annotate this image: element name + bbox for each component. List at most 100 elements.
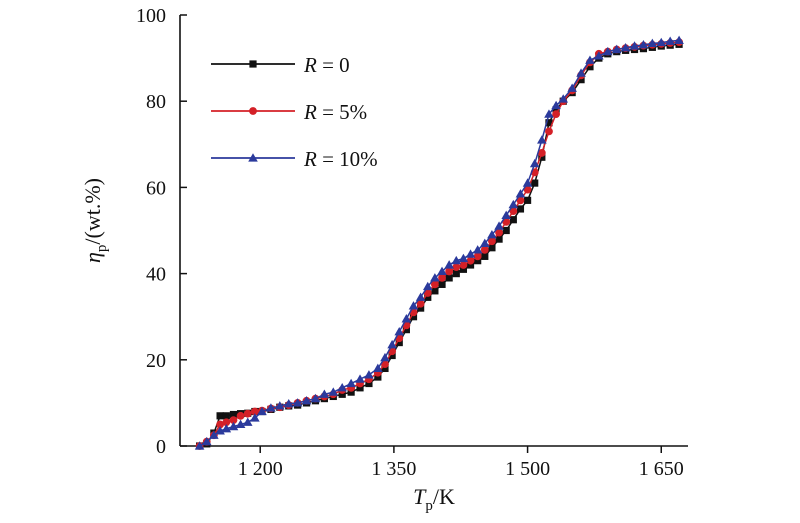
data-point — [494, 221, 504, 230]
data-point — [402, 326, 410, 334]
legend-label: R = 10% — [303, 147, 378, 171]
data-point — [438, 280, 446, 288]
data-point — [229, 410, 238, 419]
data-point — [430, 273, 440, 282]
data-point — [416, 299, 425, 308]
x-axis-title-var: T — [413, 484, 427, 509]
x-tick-label: 1 500 — [505, 458, 550, 480]
data-point — [381, 364, 389, 373]
data-point — [502, 217, 511, 226]
data-point — [266, 403, 276, 412]
axes — [179, 15, 688, 447]
data-point — [444, 260, 454, 269]
data-point — [552, 110, 560, 119]
data-point — [459, 265, 468, 273]
data-point — [466, 256, 475, 265]
data-point — [431, 287, 439, 295]
data-point — [338, 390, 346, 398]
series-2 — [194, 35, 684, 450]
legend-label-value: = 10% — [317, 147, 378, 171]
legend-label-value: = 0 — [317, 53, 350, 77]
data-point — [472, 245, 483, 254]
data-point — [611, 44, 622, 54]
data-point — [250, 413, 260, 422]
data-point — [474, 257, 482, 265]
data-point — [380, 352, 390, 362]
data-point — [538, 153, 546, 161]
data-point — [585, 55, 595, 64]
y-tick-label: 0 — [156, 436, 166, 458]
data-point — [395, 338, 403, 347]
data-point — [480, 245, 489, 254]
data-point — [629, 41, 640, 50]
data-point — [537, 149, 546, 157]
series-group — [194, 35, 684, 450]
data-point — [250, 407, 259, 416]
x-tick-label: 1 350 — [371, 458, 416, 480]
data-point — [545, 119, 553, 127]
data-point — [501, 210, 511, 220]
data-point — [257, 406, 267, 416]
y-tick-label: 40 — [146, 264, 166, 286]
data-point — [516, 205, 525, 213]
data-point — [236, 411, 245, 420]
data-point — [495, 228, 503, 237]
data-point — [488, 244, 496, 252]
data-point — [356, 384, 364, 392]
data-point — [586, 63, 594, 71]
x-tick-label: 1 650 — [639, 458, 684, 480]
data-point — [222, 418, 231, 427]
legend-marker — [249, 107, 257, 115]
data-point — [674, 35, 684, 45]
legend-label: R = 5% — [303, 100, 367, 124]
data-point — [487, 230, 497, 239]
data-point — [221, 423, 232, 433]
data-point — [422, 281, 433, 291]
data-point — [216, 420, 225, 429]
data-point — [445, 274, 453, 282]
data-point — [531, 179, 539, 187]
data-point — [656, 37, 667, 47]
data-point — [452, 263, 461, 272]
data-point — [283, 398, 294, 408]
data-point — [373, 363, 383, 373]
data-point — [222, 412, 230, 420]
data-point — [495, 235, 503, 243]
y-axis-title-unit: /(wt.%) — [80, 178, 105, 245]
data-point — [665, 36, 675, 45]
data-point — [275, 401, 285, 410]
data-point — [355, 374, 365, 383]
data-point — [417, 304, 425, 312]
legend-marker — [249, 60, 257, 68]
legend-label-var: R — [303, 53, 317, 77]
data-point — [292, 398, 303, 407]
data-point — [408, 301, 419, 310]
data-point — [638, 39, 649, 49]
data-point — [473, 252, 482, 261]
data-point — [522, 178, 533, 187]
data-point — [401, 314, 412, 323]
data-point — [215, 426, 225, 435]
data-point — [509, 207, 518, 216]
data-point — [209, 430, 219, 439]
data-point — [459, 261, 468, 269]
data-point — [194, 441, 205, 450]
x-tick-label: 1 200 — [238, 458, 283, 480]
data-point — [445, 267, 454, 276]
x-axis-title-unit: /K — [433, 484, 455, 509]
series-line — [199, 41, 680, 447]
data-point — [552, 106, 560, 114]
data-point — [438, 274, 446, 282]
x-axis-title: Tp/K — [413, 484, 455, 514]
data-point — [437, 266, 447, 276]
data-point — [515, 189, 526, 198]
y-tick-label: 60 — [146, 177, 166, 199]
y-axis-title-sub: p — [94, 245, 110, 253]
data-point — [388, 351, 396, 360]
legend-label-var: R — [303, 100, 317, 124]
data-point — [544, 109, 554, 118]
data-point — [620, 42, 631, 52]
data-point — [387, 339, 397, 349]
data-point — [319, 389, 330, 398]
